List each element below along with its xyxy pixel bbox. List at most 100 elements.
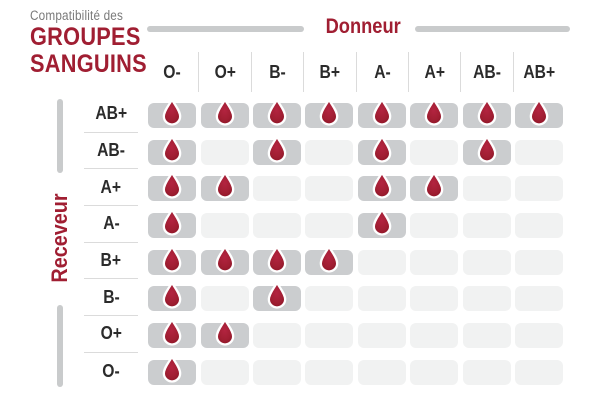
matrix-cell-b--from-b+ (303, 279, 355, 316)
matrix-cell-o+-from-a- (356, 316, 408, 353)
receiver-axis-rule-bottom (57, 305, 63, 387)
blood-drop-icon (372, 208, 392, 236)
blood-drop-icon (162, 208, 182, 236)
matrix-cell-a+-from-o- (146, 169, 198, 206)
matrix-cell-o+-from-ab- (460, 316, 512, 353)
compatible-cell (148, 355, 197, 385)
donor-column-header-b+: B+ (303, 52, 355, 92)
incompatible-cell (305, 359, 354, 385)
matrix-cell-a--from-b- (251, 206, 303, 243)
donor-column-header-label: A- (373, 61, 391, 82)
compatible-cell (148, 98, 197, 128)
matrix-cell-ab--from-b+ (303, 133, 355, 170)
receiver-row-header-label: B+ (100, 250, 122, 271)
chart-title: Compatibilité des GROUPES SANGUINS (30, 8, 164, 76)
donor-column-header-a-: A- (355, 52, 408, 92)
incompatible-cell (357, 286, 406, 312)
incompatible-cell (462, 176, 511, 202)
matrix-cell-b--from-o- (146, 279, 198, 316)
matrix-cell-b+-from-o- (146, 243, 198, 280)
matrix-cell-a+-from-ab- (460, 169, 512, 206)
matrix-cell-b+-from-b- (251, 243, 303, 280)
incompatible-cell (462, 213, 511, 239)
matrix-cell-o--from-ab- (460, 353, 512, 390)
chart-title-line1: GROUPES (30, 23, 141, 51)
matrix-cell-b+-from-ab+ (513, 243, 565, 280)
matrix-cell-ab--from-o+ (198, 133, 250, 170)
matrix-cell-ab+-from-b- (251, 96, 303, 133)
blood-drop-icon (267, 135, 287, 163)
donor-column-header-label: B+ (319, 61, 341, 82)
matrix-cell-b+-from-a- (356, 243, 408, 280)
matrix-cell-b--from-a+ (408, 279, 460, 316)
compatible-cell (148, 171, 197, 202)
matrix-cell-o+-from-b- (251, 316, 303, 353)
blood-drop-icon (267, 245, 287, 273)
chart-title-line2: SANGUINS (30, 49, 147, 78)
blood-drop-icon (215, 245, 234, 273)
blood-drop-icon (267, 98, 287, 126)
compatibility-matrix (146, 96, 565, 390)
compatible-cell (514, 98, 563, 128)
incompatible-cell (305, 139, 354, 165)
incompatible-cell (410, 139, 459, 165)
blood-drop-icon (372, 135, 392, 163)
compatible-cell (200, 245, 249, 275)
blood-drop-icon (424, 98, 444, 126)
matrix-cell-ab+-from-a- (356, 96, 408, 133)
compatible-cell (357, 171, 406, 202)
matrix-cell-a+-from-a+ (408, 169, 460, 206)
matrix-cell-o--from-o+ (198, 353, 250, 390)
matrix-cell-a--from-a- (356, 206, 408, 243)
blood-drop-icon (162, 318, 182, 346)
receiver-row-header-label: O- (102, 360, 120, 381)
incompatible-cell (514, 323, 563, 349)
donor-column-header-label: AB+ (523, 61, 556, 82)
receiver-row-header-o-: O- (84, 353, 138, 390)
compatible-cell (148, 135, 197, 165)
blood-drop-icon (424, 171, 444, 199)
receiver-row-header-label: O+ (100, 323, 122, 344)
incompatible-cell (462, 286, 511, 312)
compatible-cell (252, 245, 301, 275)
compatible-cell (252, 135, 301, 165)
matrix-cell-a+-from-ab+ (513, 169, 565, 206)
matrix-cell-b+-from-ab- (460, 243, 512, 280)
matrix-cell-ab+-from-o+ (198, 96, 250, 133)
receiver-row-header-label: A- (102, 213, 120, 234)
matrix-cell-o--from-a+ (408, 353, 460, 390)
matrix-cell-b--from-a- (356, 279, 408, 316)
incompatible-cell (514, 139, 563, 165)
receiver-row-header-b-: B- (84, 279, 138, 317)
matrix-cell-o--from-b+ (303, 353, 355, 390)
incompatible-cell (305, 213, 354, 239)
matrix-cell-b--from-ab- (460, 279, 512, 316)
incompatible-cell (252, 323, 301, 349)
receiver-row-header-ab+: AB+ (84, 96, 138, 133)
matrix-cell-ab--from-a+ (408, 133, 460, 170)
incompatible-cell (514, 213, 563, 239)
matrix-cell-a--from-o- (146, 206, 198, 243)
matrix-cell-o--from-a- (356, 353, 408, 390)
receiver-row-header-label: A+ (100, 176, 122, 197)
donor-column-header-label: O- (163, 61, 181, 82)
compatible-cell (357, 208, 406, 239)
matrix-cell-b+-from-a+ (408, 243, 460, 280)
donor-column-header-label: AB- (473, 61, 501, 82)
blood-drop-icon (162, 135, 182, 163)
matrix-cell-b--from-b- (251, 279, 303, 316)
matrix-cell-o+-from-o+ (198, 316, 250, 353)
blood-drop-icon (162, 171, 182, 199)
incompatible-cell (357, 323, 406, 349)
matrix-cell-ab--from-a- (356, 133, 408, 170)
matrix-cell-o--from-o- (146, 353, 198, 390)
donor-column-header-a+: A+ (407, 52, 460, 92)
compatible-cell (148, 318, 197, 349)
receiver-row-header-label: B- (102, 286, 120, 307)
matrix-cell-ab--from-o- (146, 133, 198, 170)
matrix-cell-b--from-o+ (198, 279, 250, 316)
incompatible-cell (410, 286, 459, 312)
matrix-cell-ab--from-ab+ (513, 133, 565, 170)
blood-drop-icon (162, 98, 182, 126)
incompatible-cell (514, 249, 563, 275)
